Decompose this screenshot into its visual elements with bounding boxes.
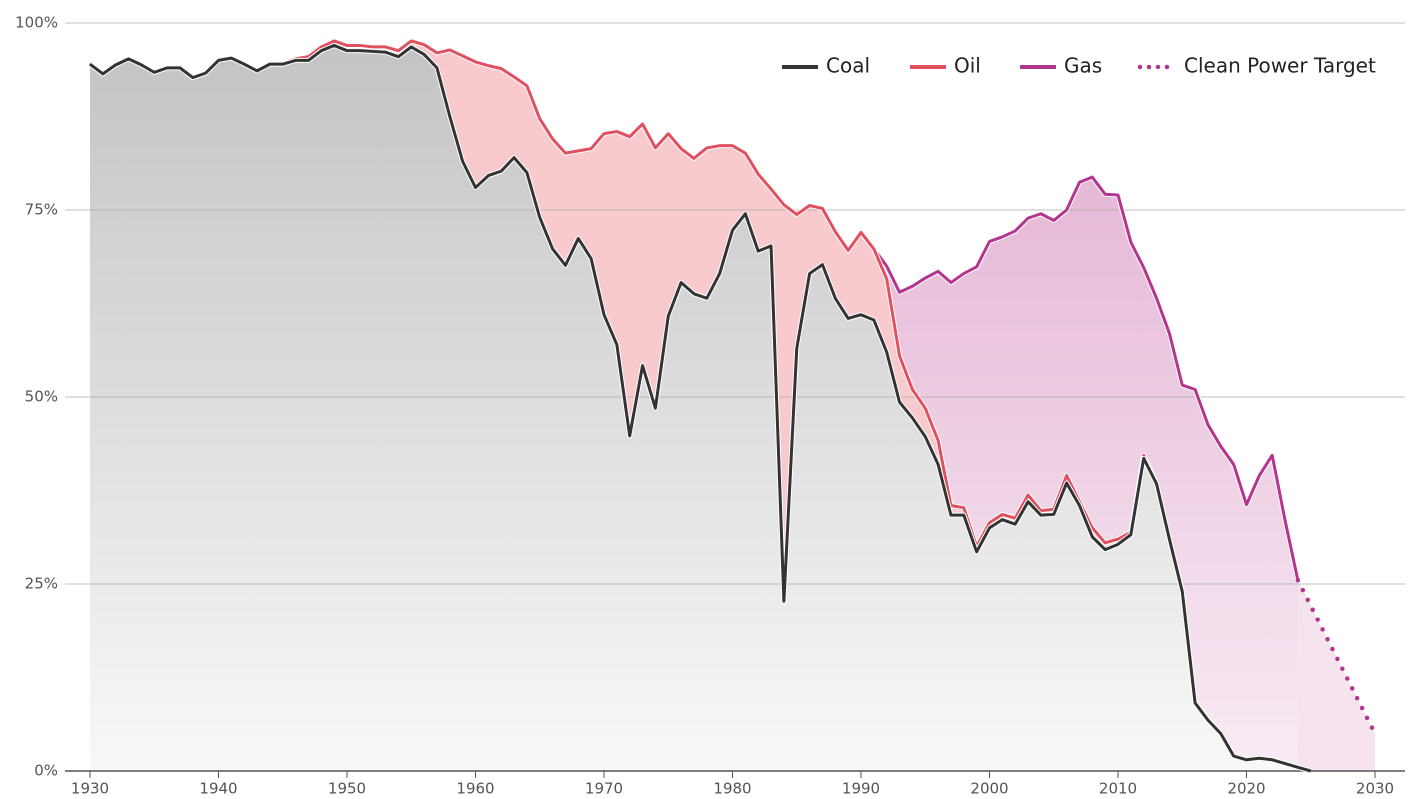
y-tick-label: 50% (25, 388, 58, 406)
x-tick-label: 1930 (71, 780, 109, 798)
x-tick-label: 2010 (1099, 780, 1137, 798)
x-tick-label: 1990 (842, 780, 880, 798)
legend-label: Gas (1064, 54, 1102, 78)
coal-line (89, 43, 1312, 773)
y-tick-label: 0% (34, 762, 58, 780)
x-tick-label: 1940 (199, 780, 237, 798)
coal-area (90, 45, 1311, 771)
x-tick-label: 1970 (585, 780, 623, 798)
x-tick-label: 2020 (1227, 780, 1265, 798)
legend-label: Coal (826, 54, 870, 78)
target-line (1295, 578, 1378, 736)
legend-label: Clean Power Target (1184, 54, 1376, 78)
gas-line (872, 175, 1300, 581)
y-tick-label: 75% (25, 201, 58, 219)
gas-area (873, 177, 1298, 768)
x-tick-label: 1950 (328, 780, 366, 798)
x-tick-label: 2030 (1356, 780, 1394, 798)
y-tick-label: 25% (25, 575, 58, 593)
x-tick-label: 1960 (456, 780, 494, 798)
oil-area (90, 40, 1311, 771)
x-tick-label: 2000 (970, 780, 1008, 798)
target-area (1297, 580, 1375, 771)
legend-label: Oil (954, 54, 981, 78)
y-tick-label: 100% (15, 14, 58, 32)
x-tick-label: 1980 (713, 780, 751, 798)
